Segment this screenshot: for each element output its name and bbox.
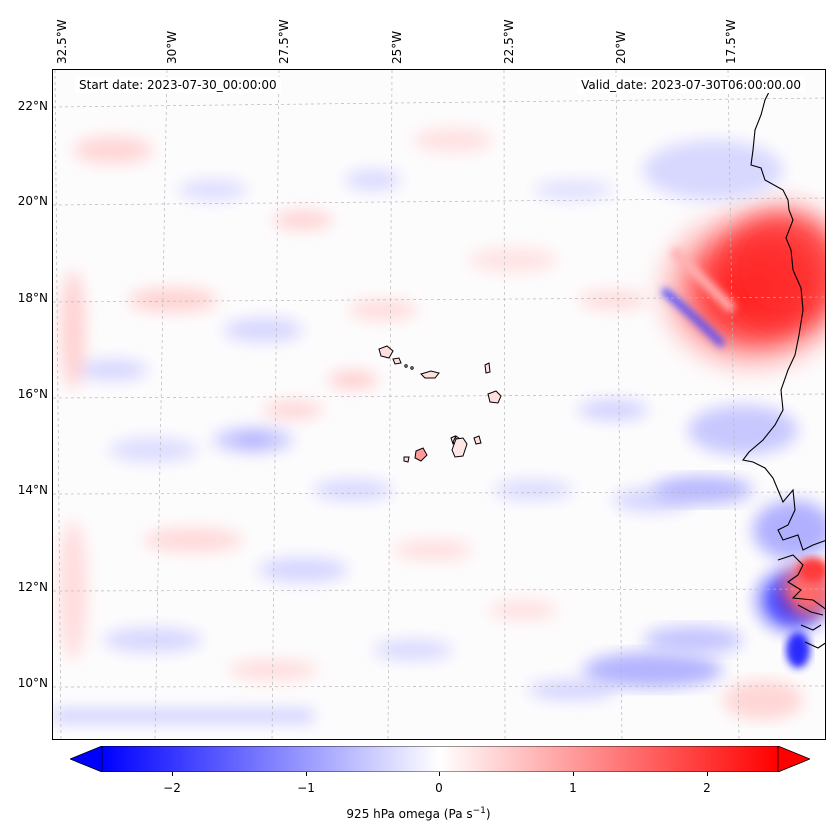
island-branco <box>410 366 414 370</box>
island-santo-antao <box>378 345 394 359</box>
colorbar-label-end: ) <box>485 807 491 821</box>
island-sao-nicolau <box>420 370 440 379</box>
cbar-tickmark-neg1 <box>306 772 307 776</box>
island-sal <box>484 362 491 374</box>
island-santiago <box>451 437 468 458</box>
lat-label-16n: 16°N <box>17 387 48 401</box>
colorbar-extend-max <box>777 745 812 773</box>
lat-label-10n: 10°N <box>17 676 48 690</box>
lat-label-22n: 22°N <box>17 99 48 113</box>
colorbar-extend-min <box>68 745 103 773</box>
colorbar <box>68 745 812 773</box>
lon-label-25w: 25°W <box>390 30 404 64</box>
lat-label-12n: 12°N <box>17 580 48 594</box>
lon-label-27-5w: 27.5°W <box>277 19 291 64</box>
island-maio-east <box>473 435 482 445</box>
colorbar-label-sup: −1 <box>472 806 486 816</box>
lon-label-20w: 20°W <box>614 30 628 64</box>
omega-map: Start date: 2023-07-30_00:00:00 Valid_da… <box>52 69 826 740</box>
lon-label-32-5w: 32.5°W <box>55 19 69 64</box>
colorbar-gradient <box>101 745 779 773</box>
omega-field <box>53 70 825 739</box>
cbar-tick-1: 1 <box>569 781 577 795</box>
lat-label-20n: 20°N <box>17 194 48 208</box>
cbar-tickmark-2 <box>707 772 708 776</box>
lon-label-17-5w: 17.5°W <box>724 19 738 64</box>
start-date-label: Start date: 2023-07-30_00:00:00 <box>75 77 281 93</box>
coastline-west-africa <box>742 87 825 649</box>
cape-verde-islands <box>378 345 502 463</box>
cbar-tickmark-neg2 <box>172 772 173 776</box>
omega-east-features <box>583 140 825 720</box>
island-sao-vicente <box>392 357 402 365</box>
island-fogo <box>414 447 428 462</box>
cbar-tick-2: 2 <box>703 781 711 795</box>
lat-label-18n: 18°N <box>17 291 48 305</box>
island-santa-luzia <box>404 364 408 368</box>
lat-label-14n: 14°N <box>17 483 48 497</box>
cbar-tickmark-0 <box>439 772 440 776</box>
colorbar-label-main: 925 hPa omega (Pa s <box>346 807 473 821</box>
lon-label-30w: 30°W <box>165 30 179 64</box>
colorbar-label: 925 hPa omega (Pa s−1) <box>0 806 837 821</box>
cbar-tick-neg1: −1 <box>297 781 315 795</box>
gridlines <box>53 70 825 739</box>
cbar-tickmark-1 <box>573 772 574 776</box>
colorbar-svg <box>68 745 812 773</box>
cbar-tick-0: 0 <box>435 781 443 795</box>
lon-label-22-5w: 22.5°W <box>502 19 516 64</box>
island-brava <box>403 456 410 463</box>
omega-background-texture <box>53 128 693 722</box>
island-boa-vista <box>487 390 502 404</box>
valid-date-label: Valid_date: 2023-07-30T06:00:00.00 <box>577 77 805 93</box>
cbar-tick-neg2: −2 <box>163 781 181 795</box>
